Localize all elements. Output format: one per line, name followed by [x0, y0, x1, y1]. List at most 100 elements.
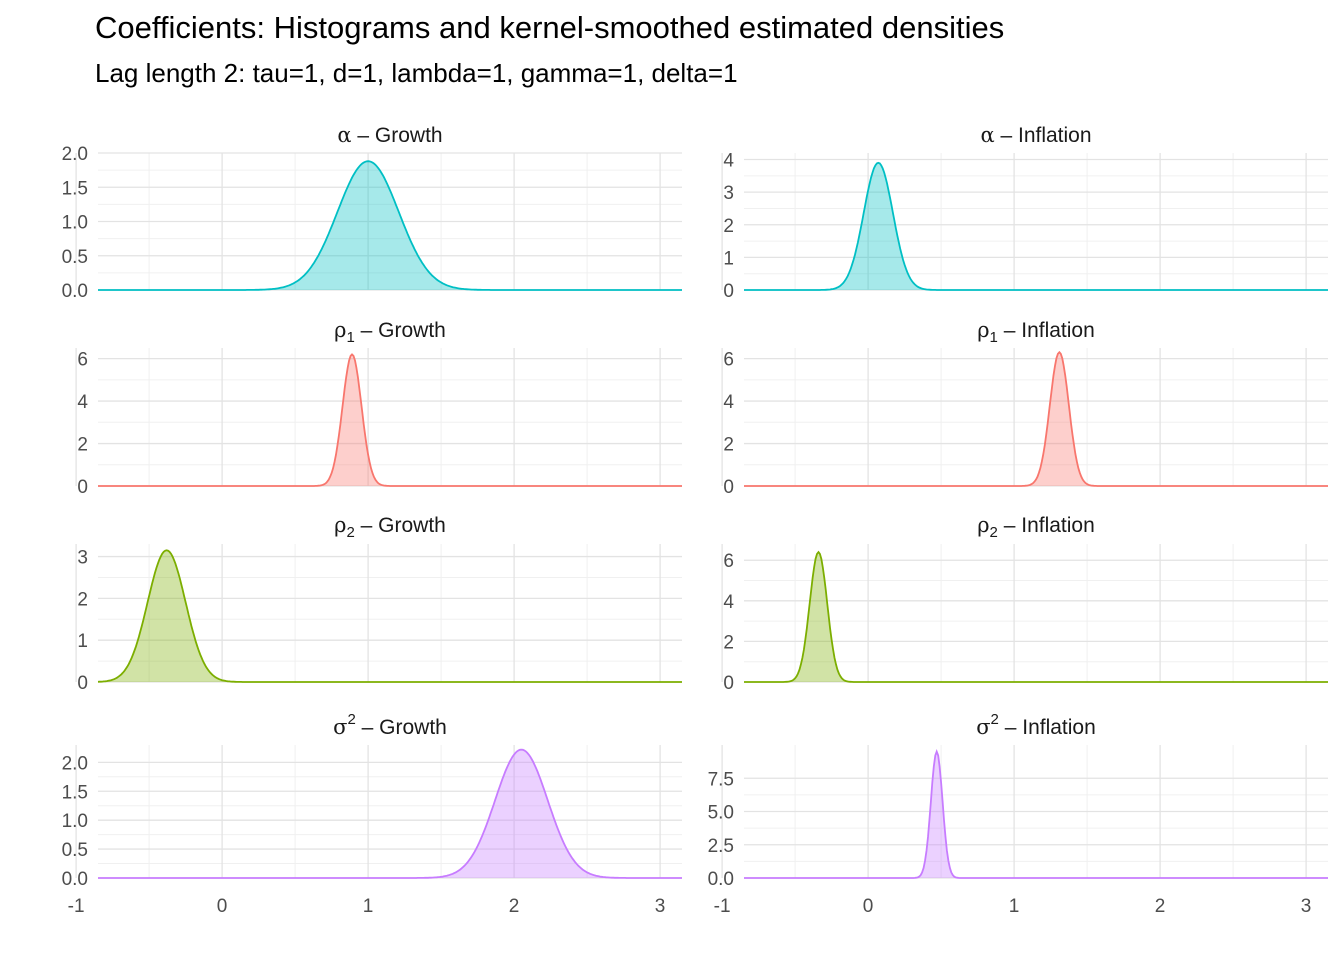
strip-label: σ2 – Inflation	[976, 711, 1096, 739]
y-tick-label: 6	[723, 551, 734, 572]
y-tick-label: 6	[723, 350, 734, 371]
density-area	[98, 161, 682, 290]
density-line	[98, 748, 682, 879]
strip-name: – Inflation	[995, 124, 1092, 147]
y-tick-label: 1.5	[62, 782, 88, 803]
strip-superscript: 2	[347, 711, 355, 728]
y-tick-label: 0	[77, 673, 88, 694]
strip-symbol: ρ	[334, 513, 346, 537]
y-tick-label: 4	[77, 392, 88, 413]
density-area	[744, 552, 1328, 682]
strip-name: – Inflation	[998, 514, 1095, 537]
strip-name: – Growth	[356, 716, 447, 739]
y-tick-label: 1.0	[62, 213, 88, 234]
y-tick-label: 3	[723, 183, 734, 204]
panel-3: 0 2 4 6 ρ1 – Growth	[75, 318, 682, 498]
y-tick-label: 2.5	[708, 836, 734, 857]
panel-1: 0.0 0.5 1.0 1.5 2.0 α – Growth	[62, 123, 682, 302]
strip-name: – Growth	[355, 514, 446, 537]
y-tick-label: 7.5	[708, 769, 734, 790]
strip-label: ρ2 – Growth	[334, 513, 446, 541]
y-tick-label: 2	[723, 216, 734, 237]
density-line	[98, 353, 682, 487]
y-tick-label: 3	[77, 548, 88, 569]
strip-label: α – Growth	[337, 123, 442, 147]
density-area	[98, 749, 682, 878]
y-tick-label: 4	[723, 151, 734, 172]
strip-symbol: ρ	[334, 318, 346, 342]
y-tick-label: 5.0	[708, 803, 734, 824]
strip-symbol: ρ	[977, 318, 989, 342]
x-tick-label: 0	[217, 896, 228, 917]
strip-symbol: α	[337, 123, 351, 147]
y-tick-label: 0.0	[708, 869, 734, 890]
y-tick-label: 4	[723, 392, 734, 413]
y-tick-label: 2	[77, 435, 88, 456]
strip-subscript: 1	[346, 329, 354, 346]
strip-name: – Inflation	[999, 716, 1096, 739]
density-line	[98, 160, 682, 291]
x-tick-label: 2	[1155, 896, 1166, 917]
density-line	[744, 350, 1328, 487]
x-tick-label: 0	[863, 896, 874, 917]
density-area	[744, 352, 1328, 486]
density-line	[744, 161, 1328, 291]
strip-label: ρ2 – Inflation	[977, 513, 1095, 541]
strip-name: – Growth	[352, 124, 443, 147]
chart-title: Coefficients: Histograms and kernel-smoo…	[95, 10, 1005, 45]
y-tick-label: 0.5	[62, 247, 88, 268]
density-area	[98, 550, 682, 682]
strip-subscript: 2	[990, 524, 998, 541]
y-tick-label: 1.5	[62, 178, 88, 199]
y-tick-label: 4	[723, 592, 734, 613]
y-tick-label: 1.0	[62, 811, 88, 832]
x-tick-label: 1	[363, 896, 374, 917]
strip-symbol: σ	[333, 715, 347, 739]
strip-label: σ2 – Growth	[333, 711, 447, 739]
strip-name: – Inflation	[998, 319, 1095, 342]
panel-8: 0.02.55.07.5-1 0 1 2 3σ2 – Inflation	[708, 711, 1328, 917]
y-tick-label: 0.0	[62, 281, 88, 302]
strip-superscript: 2	[991, 711, 999, 728]
x-tick-label: -1	[714, 896, 731, 917]
panel-2: 0 1 2 3 4 α – Inflation	[721, 123, 1328, 302]
density-area	[744, 751, 1328, 878]
density-line	[744, 550, 1328, 683]
y-tick-label: 2.0	[62, 753, 88, 774]
y-tick-label: 0.5	[62, 840, 88, 861]
x-tick-label: 2	[509, 896, 520, 917]
y-tick-label: 1	[77, 631, 88, 652]
strip-symbol: α	[980, 123, 994, 147]
strip-label: ρ1 – Inflation	[977, 318, 1095, 346]
strip-label: ρ1 – Growth	[334, 318, 446, 346]
y-tick-label: 0	[77, 477, 88, 498]
strip-label: α – Inflation	[980, 123, 1091, 147]
panel-7: 0.00.51.01.52.0-1 0 1 2 3σ2 – Growth	[62, 711, 682, 917]
chart-subtitle: Lag length 2: tau=1, d=1, lambda=1, gamm…	[95, 58, 738, 88]
x-tick-label: 1	[1009, 896, 1020, 917]
density-line	[744, 749, 1328, 879]
density-area	[98, 354, 682, 486]
y-tick-label: 0	[723, 281, 734, 302]
strip-subscript: 2	[346, 524, 354, 541]
y-tick-label: 2.0	[62, 144, 88, 165]
y-tick-label: 1	[723, 248, 734, 269]
x-tick-label: 3	[1301, 896, 1312, 917]
strip-name: – Growth	[355, 319, 446, 342]
y-tick-label: 2	[723, 632, 734, 653]
y-tick-label: 6	[77, 350, 88, 371]
y-tick-label: 0	[723, 477, 734, 498]
y-tick-label: 2	[77, 589, 88, 610]
y-tick-label: 0.0	[62, 869, 88, 890]
y-tick-label: 0	[723, 673, 734, 694]
strip-symbol: σ	[976, 715, 990, 739]
panel-6: 0 2 4 6 ρ2 – Inflation	[721, 513, 1328, 694]
y-tick-label: 2	[723, 435, 734, 456]
panel-4: 0 2 4 6 ρ1 – Inflation	[721, 318, 1328, 498]
density-area	[744, 162, 1328, 290]
x-tick-label: 3	[655, 896, 666, 917]
x-tick-label: -1	[68, 896, 85, 917]
strip-subscript: 1	[990, 329, 998, 346]
